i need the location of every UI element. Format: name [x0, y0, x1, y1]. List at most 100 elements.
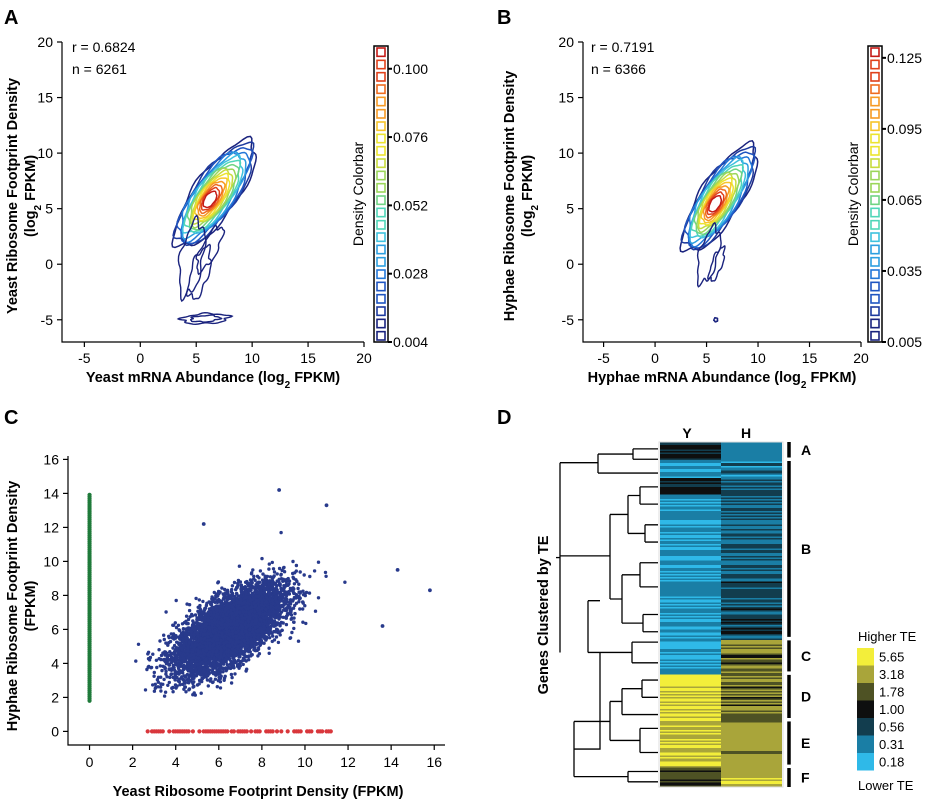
- scatter-point: [271, 567, 276, 571]
- scatter-point: [296, 639, 301, 643]
- scatter-point: [210, 680, 215, 685]
- scatter-point: [184, 614, 189, 618]
- scatter-point: [209, 603, 214, 607]
- colorbar-segment: [376, 59, 386, 70]
- scatter-point: [271, 634, 275, 638]
- scatter-point: [256, 647, 261, 651]
- colorbar-segment: [376, 330, 386, 341]
- scatter-point: [271, 575, 276, 579]
- colorbar-tick-label: 0.125: [887, 50, 922, 66]
- colorbar-segment: [870, 145, 880, 156]
- scatter-point: [273, 629, 277, 634]
- colorbar-segment: [376, 219, 386, 230]
- scatter-point: [215, 685, 219, 689]
- scatter-point: [232, 666, 236, 670]
- colorbar-tick-label: 0.052: [393, 197, 428, 213]
- density-contour: [176, 311, 234, 326]
- colorbar-segment: [376, 306, 386, 317]
- scatter-point: [251, 568, 255, 572]
- scatter-point: [313, 609, 318, 613]
- panel-a-ylabel-line1: Yeast Ribosome Footprint Density: [5, 78, 21, 314]
- colorbar-segment: [870, 96, 880, 107]
- scatter-point: [163, 690, 168, 694]
- scatter-point: [230, 584, 235, 588]
- scatter-point: [174, 598, 178, 603]
- colorbar-segment: [376, 182, 386, 193]
- colorbar-segment: [376, 170, 386, 181]
- scatter-point: [187, 687, 192, 691]
- scatter-point: [169, 672, 174, 676]
- y-tick-label: 15: [558, 90, 574, 106]
- scatter-point: [298, 607, 302, 611]
- scatter-point: [249, 585, 253, 589]
- scatter-point: [232, 580, 237, 585]
- scatter-point: [270, 560, 274, 565]
- scatter-point: [159, 689, 163, 693]
- scatter-point: [247, 658, 251, 662]
- scatter-point: [248, 650, 252, 654]
- scatter-point: [213, 677, 218, 681]
- scatter-point: [207, 671, 211, 676]
- scatter-point: [288, 636, 293, 640]
- x-tick-label: 10: [750, 350, 766, 366]
- density-contour: [696, 221, 722, 288]
- colorbar-segment: [376, 158, 386, 169]
- density-contour: [176, 147, 254, 245]
- scatter-point: [155, 665, 159, 670]
- y-tick-label: 0: [45, 256, 53, 272]
- scatter-point: [269, 586, 273, 591]
- scatter-point: [222, 678, 226, 682]
- scatter-point: [288, 586, 293, 591]
- scatter-point: [244, 669, 248, 673]
- scatter-point: [297, 600, 301, 604]
- scatter-point: [216, 580, 221, 584]
- y-tick-label: 0: [566, 256, 574, 272]
- colorbar-tick-label: 0.005: [887, 334, 922, 350]
- scatter-point: [239, 589, 244, 593]
- scatter-point: [157, 648, 161, 652]
- scatter-point: [282, 570, 287, 574]
- scatter-point: [208, 664, 213, 668]
- density-contour: [198, 183, 223, 215]
- colorbar-segment: [376, 145, 386, 156]
- panel-b-ylabel-line2: (log2 FPKM): [520, 155, 541, 237]
- density-contour: [689, 155, 749, 245]
- panel-a-xlabel: Yeast mRNA Abundance (log2 FPKM): [86, 370, 340, 391]
- scatter-point: [253, 646, 257, 650]
- panel-a-colorbar-label: Density Colorbar: [350, 142, 366, 247]
- density-contour: [697, 173, 737, 230]
- scatter-point: [175, 684, 179, 688]
- scatter-point: [292, 582, 297, 586]
- scatter-point: [200, 677, 205, 681]
- x-tick-label: -5: [78, 350, 91, 366]
- colorbar-segment: [870, 232, 880, 243]
- panel-b-ylabel-line1: Hyphae Ribosome Footprint Density: [502, 71, 518, 322]
- density-contour: [192, 172, 231, 222]
- colorbar-segment: [376, 244, 386, 255]
- scatter-point: [199, 691, 203, 695]
- scatter-point: [212, 590, 216, 595]
- scatter-point: [173, 621, 177, 625]
- colorbar-segment: [870, 256, 880, 267]
- colorbar-segment: [376, 47, 386, 58]
- colorbar-segment: [376, 133, 386, 144]
- scatter-point: [190, 625, 195, 629]
- density-contour: [190, 314, 223, 323]
- colorbar-segment: [870, 306, 880, 317]
- x-tick-label: 5: [703, 350, 711, 366]
- scatter-point: [280, 568, 284, 573]
- scatter-point: [250, 571, 254, 575]
- scatter-point: [257, 576, 261, 580]
- density-contour: [196, 180, 226, 217]
- scatter-point: [272, 619, 277, 623]
- scatter-point: [287, 589, 291, 594]
- x-tick-label: -5: [597, 350, 610, 366]
- scatter-point: [294, 578, 298, 582]
- colorbar-segment: [376, 232, 386, 243]
- colorbar-segment: [376, 108, 386, 119]
- colorbar-segment: [870, 318, 880, 329]
